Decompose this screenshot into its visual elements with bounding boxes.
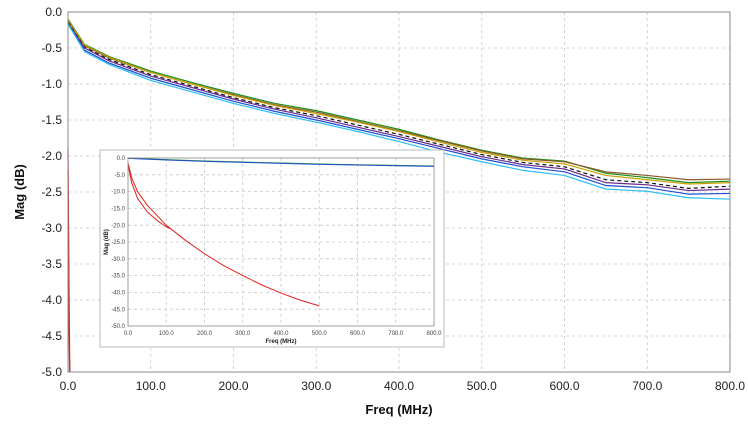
main-x-tick-labels: 0.0 100.0 200.0 300.0 400.0 500.0 600.0 700.0 80… — [60, 379, 746, 393]
inset-y-tick-label: -20.0 — [111, 223, 125, 229]
inset-x-tick-label: 200.0 — [197, 331, 213, 337]
inset-series-line-3 — [127, 162, 320, 307]
main-x-tick-label: 700.0 — [632, 379, 662, 393]
inset-x-tick-label: 500.0 — [312, 331, 328, 337]
inset-series-line-4 — [127, 164, 171, 230]
inset-y-tick-label: -15.0 — [111, 207, 125, 213]
inset-y-tick-label: -10.0 — [111, 190, 125, 196]
main-x-tick-label: 0.0 — [60, 379, 77, 393]
inset-x-axis-label: Freq (MHz) — [266, 339, 297, 345]
main-y-tick-label: -3.5 — [41, 257, 62, 271]
inset-x-tick-label: 100.0 — [159, 331, 175, 337]
inset-chart: 0.0 -5.0 -10.0 -15.0 -20.0 -25.0 -30.0 -35.0 -40… — [99, 149, 445, 348]
main-x-tick-label: 500.0 — [467, 379, 497, 393]
main-x-tick-label: 800.0 — [715, 379, 745, 393]
main-y-tick-label: -2.0 — [41, 149, 62, 163]
main-y-tick-label: 0.0 — [45, 5, 62, 19]
inset-x-tick-label: 0.0 — [124, 331, 133, 337]
main-series-line-7 — [67, 23, 731, 200]
inset-x-tick-label: 400.0 — [273, 331, 289, 337]
inset-y-tick-label: -25.0 — [111, 240, 125, 246]
main-y-tick-label: -4.5 — [41, 329, 62, 343]
inset-plot-frame — [127, 157, 435, 327]
inset-x-tick-labels: 0.0 100.0 200.0 300.0 400.0 500.0 600.0 700.0 80… — [124, 331, 442, 337]
main-y-tick-labels: 0.0 -0.5 -1.0 -1.5 -2.0 -2.5 -3.0 -3.5 -4.0 -4.5 -… — [41, 5, 62, 379]
main-y-tick-label: -5.0 — [41, 365, 62, 379]
main-x-tick-label: 300.0 — [301, 379, 331, 393]
inset-x-tick-label: 600.0 — [350, 331, 366, 337]
inset-series-group — [127, 157, 435, 307]
inset-series-line-2 — [127, 157, 435, 167]
main-x-tick-label: 400.0 — [384, 379, 414, 393]
main-x-axis-label: Freq (MHz) — [365, 402, 432, 417]
main-y-tick-label: -0.5 — [41, 41, 62, 55]
main-series-line-1 — [67, 18, 731, 184]
main-series-line-5 — [67, 22, 731, 192]
inset-x-tick-label: 700.0 — [388, 331, 404, 337]
inset-y-tick-label: -30.0 — [111, 257, 125, 263]
main-series-group — [67, 18, 731, 373]
inset-y-tick-label: -35.0 — [111, 274, 125, 280]
main-y-tick-label: -3.0 — [41, 221, 62, 235]
main-y-tick-label: -4.0 — [41, 293, 62, 307]
inset-grid — [128, 158, 434, 326]
main-x-tick-label: 200.0 — [218, 379, 248, 393]
inset-y-tick-labels: 0.0 -5.0 -10.0 -15.0 -20.0 -25.0 -30.0 -35.0 -40… — [111, 156, 125, 330]
inset-y-tick-label: -5.0 — [115, 173, 126, 179]
main-y-tick-label: -1.0 — [41, 77, 62, 91]
inset-x-tick-label: 300.0 — [235, 331, 251, 337]
main-y-tick-label: -1.5 — [41, 113, 62, 127]
main-y-tick-label: -2.5 — [41, 185, 62, 199]
main-plot-frame — [67, 11, 731, 373]
inset-y-tick-label: -45.0 — [111, 307, 125, 313]
inset-y-axis-label: Mag (dB) — [104, 229, 110, 255]
main-series-line-3 — [67, 20, 731, 185]
inset-y-tick-label: 0.0 — [117, 156, 126, 162]
main-x-tick-label: 100.0 — [136, 379, 166, 393]
inset-x-tick-label: 800.0 — [426, 331, 442, 337]
main-series-line-4 — [67, 21, 731, 189]
inset-y-tick-label: -50.0 — [111, 324, 125, 330]
main-x-tick-label: 600.0 — [549, 379, 579, 393]
inset-y-tick-label: -40.0 — [111, 291, 125, 297]
main-y-axis-label: Mag (dB) — [12, 164, 27, 220]
main-series-line-6 — [67, 23, 731, 195]
